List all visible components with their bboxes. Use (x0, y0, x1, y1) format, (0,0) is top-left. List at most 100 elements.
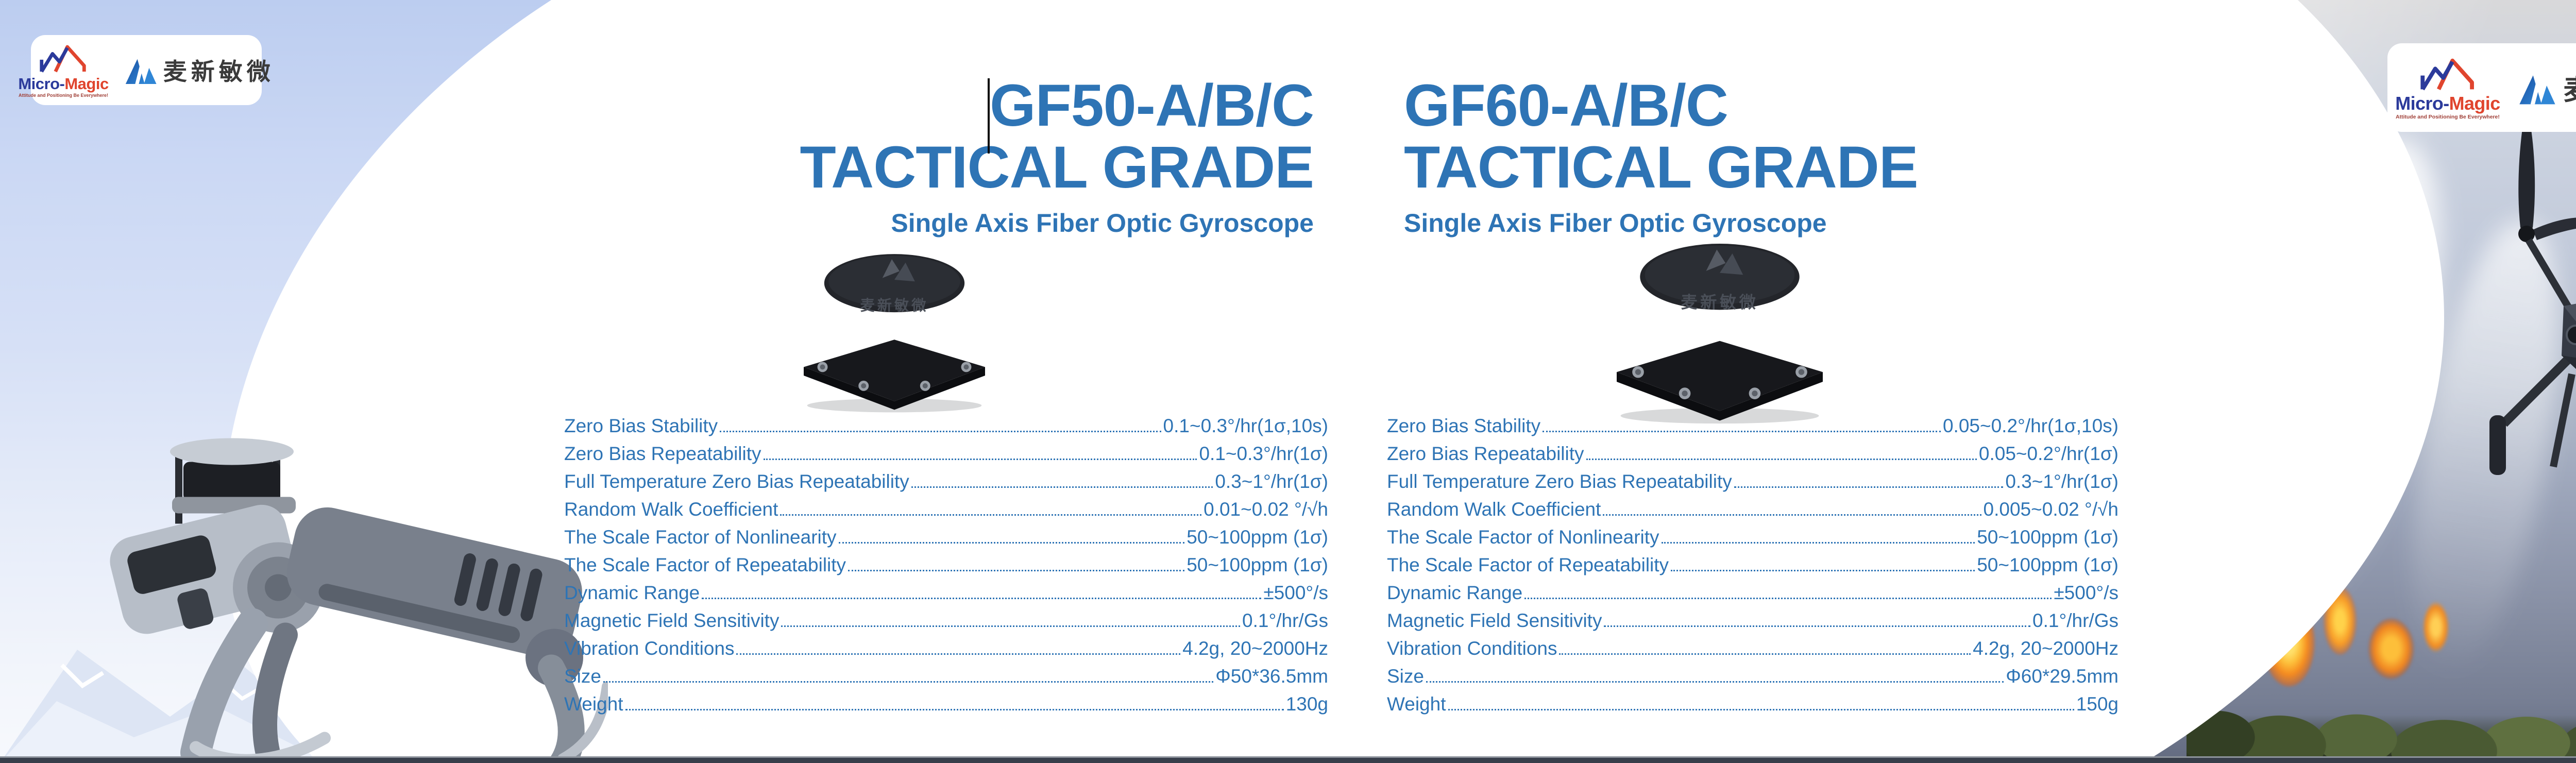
dotted-leader (1604, 625, 2031, 627)
gf60-spec-row[interactable]: Weight 150g (1387, 693, 2119, 721)
gf60-spec-label: Random Walk Coefficient (1387, 499, 1601, 520)
gf50-title-block[interactable]: GF50-A/B/C TACTICAL GRADE Single Axis Fi… (644, 75, 1314, 236)
gf50-spec-label: Weight (564, 693, 623, 715)
gf60-model-title[interactable]: GF60-A/B/C (1404, 73, 1728, 139)
gf50-spec-label: Full Temperature Zero Bias Repeatability (564, 471, 909, 492)
gf60-spec-value: 150g (2076, 693, 2119, 715)
gf50-spec-row[interactable]: Vibration Conditions 4.2g, 20~2000Hz (564, 638, 1328, 666)
gf50-spec-row[interactable]: Dynamic Range ±500°/s (564, 582, 1328, 610)
gf50-product-image[interactable] (778, 232, 1011, 413)
gf60-spec-row[interactable]: Vibration Conditions 4.2g, 20~2000Hz (1387, 638, 2119, 666)
gf50-model-title[interactable]: GF50-A/B/C (990, 73, 1314, 139)
gf50-spec-row[interactable]: Full Temperature Zero Bias Repeatability… (564, 471, 1328, 499)
gf60-spec-value: 0.1°/hr/Gs (2032, 610, 2119, 631)
gf60-spec-row[interactable]: Dynamic Range ±500°/s (1387, 582, 2119, 610)
dotted-leader (838, 542, 1185, 544)
text-caret (988, 78, 990, 154)
gf50-spec-list[interactable]: Zero Bias Stability 0.1~0.3°/hr(1σ,10s) Ze… (564, 415, 1328, 721)
gf60-spec-row[interactable]: Random Walk Coefficient 0.005~0.02 °/√h (1387, 499, 2119, 527)
dotted-leader (736, 653, 1181, 655)
cn-brand-logo: 麦新敏微 (2518, 68, 2576, 108)
gf50-spec-label: Magnetic Field Sensitivity (564, 610, 779, 631)
gf50-spec-value: 0.01~0.02 °/√h (1204, 499, 1328, 520)
gf50-spec-row[interactable]: Zero Bias Repeatability 0.1~0.3°/hr(1σ) (564, 443, 1328, 471)
dotted-leader (1543, 431, 1941, 432)
dotted-leader (1586, 459, 1977, 460)
gf50-spec-label: The Scale Factor of Nonlinearity (564, 527, 837, 548)
gf60-spec-row[interactable]: Size Φ60*29.5mm (1387, 666, 2119, 693)
gf60-spec-label: Weight (1387, 693, 1446, 715)
gf60-grade-title[interactable]: TACTICAL GRADE (1404, 134, 1919, 200)
gf60-spec-row[interactable]: Zero Bias Stability 0.05~0.2°/hr(1σ,10s) (1387, 415, 2119, 443)
gf50-spec-label: Zero Bias Repeatability (564, 443, 761, 464)
gf60-spec-label: Zero Bias Repeatability (1387, 443, 1584, 464)
brand-badge-top-left: Micro-Magic Attitude and Positioning Be … (18, 35, 270, 105)
dotted-leader (625, 709, 1284, 710)
dotted-leader (1671, 570, 1975, 571)
cn-brand-triangle-icon (125, 59, 157, 84)
gf60-title-block[interactable]: GF60-A/B/C TACTICAL GRADE Single Axis Fi… (1404, 75, 2177, 236)
dotted-leader (1559, 653, 1971, 655)
gf50-spec-value: 4.2g, 20~2000Hz (1182, 638, 1328, 659)
gf50-spec-row[interactable]: Size Φ50*36.5mm (564, 666, 1328, 693)
dotted-leader (1734, 486, 2004, 488)
gf50-spec-label: Vibration Conditions (564, 638, 735, 659)
gf50-spec-row[interactable]: The Scale Factor of Nonlinearity 50~100pp… (564, 527, 1328, 554)
dotted-leader (781, 625, 1241, 627)
cn-brand-wordmark: 麦新敏微 (2564, 68, 2576, 108)
gf60-subtitle[interactable]: Single Axis Fiber Optic Gyroscope (1404, 209, 1827, 238)
gf50-spec-value: 0.1~0.3°/hr(1σ,10s) (1163, 415, 1328, 436)
gf60-spec-value: 50~100ppm (1σ) (1977, 527, 2119, 548)
gf60-spec-label: Vibration Conditions (1387, 638, 1557, 659)
gf60-spec-row[interactable]: Full Temperature Zero Bias Repeatability… (1387, 471, 2119, 499)
dotted-leader (780, 514, 1202, 516)
gf50-spec-row[interactable]: Weight 130g (564, 693, 1328, 721)
gf60-spec-value: 0.05~0.2°/hr(1σ,10s) (1942, 415, 2119, 436)
dotted-leader (702, 598, 1262, 599)
gf50-spec-value: ±500°/s (1263, 582, 1328, 603)
gf50-grade-title[interactable]: TACTICAL GRADE (800, 134, 1314, 200)
gf50-spec-row[interactable]: Magnetic Field Sensitivity 0.1°/hr/Gs (564, 610, 1328, 638)
cn-brand-logo: 麦新敏微 (124, 53, 275, 87)
gf60-spec-value: ±500°/s (2054, 582, 2119, 603)
gf60-spec-value: 0.005~0.02 °/√h (1983, 499, 2119, 520)
micro-magic-word-blue: Micro- (2395, 92, 2450, 114)
gf60-product-image[interactable] (1587, 218, 1853, 425)
micro-magic-word-red: Magic (64, 74, 109, 93)
gf60-spec-value: 0.3~1°/hr(1σ) (2005, 471, 2119, 492)
gf60-spec-label: The Scale Factor of Nonlinearity (1387, 527, 1659, 548)
robot-dog-image (110, 438, 608, 763)
micro-magic-mountain-icon (2420, 58, 2474, 90)
gf60-spec-label: Full Temperature Zero Bias Repeatability (1387, 471, 1732, 492)
gf50-subtitle[interactable]: Single Axis Fiber Optic Gyroscope (891, 209, 1314, 238)
gf60-spec-label: Dynamic Range (1387, 582, 1523, 603)
gf50-spec-row[interactable]: Zero Bias Stability 0.1~0.3°/hr(1σ,10s) (564, 415, 1328, 443)
gf50-spec-value: 50~100ppm (1σ) (1187, 527, 1328, 548)
gf60-spec-value: Φ60*29.5mm (2006, 666, 2119, 687)
gf60-spec-value: 4.2g, 20~2000Hz (1973, 638, 2119, 659)
gf50-spec-label: Zero Bias Stability (564, 415, 718, 436)
gf60-spec-row[interactable]: The Scale Factor of Nonlinearity 50~100pp… (1387, 527, 2119, 554)
micro-magic-wordmark: Micro-Magic (18, 74, 109, 93)
micro-magic-logo: Micro-Magic Attitude and Positioning Be … (18, 43, 109, 98)
micro-magic-tagline: Attitude and Positioning Be Everywhere! (18, 92, 109, 98)
gf60-spec-value: 50~100ppm (1σ) (1977, 554, 2119, 575)
gf50-spec-row[interactable]: The Scale Factor of Repeatability 50~100p… (564, 554, 1328, 582)
micro-magic-mountain-icon (40, 45, 86, 73)
gf60-spec-row[interactable]: Magnetic Field Sensitivity 0.1°/hr/Gs (1387, 610, 2119, 638)
gf50-spec-value: 0.3~1°/hr(1σ) (1215, 471, 1328, 492)
micro-magic-word-red: Magic (2449, 92, 2501, 114)
gf60-spec-list[interactable]: Zero Bias Stability 0.05~0.2°/hr(1σ,10s) Z… (1387, 415, 2119, 721)
dotted-leader (1603, 514, 1981, 516)
dotted-leader (848, 570, 1185, 571)
gf50-spec-row[interactable]: Random Walk Coefficient 0.01~0.02 °/√h (564, 499, 1328, 527)
micro-magic-wordmark: Micro-Magic (2395, 92, 2501, 114)
gf60-spec-row[interactable]: Zero Bias Repeatability 0.05~0.2°/hr(1σ) (1387, 443, 2119, 471)
micro-magic-word-blue: Micro- (18, 74, 65, 93)
gf50-spec-value: 0.1~0.3°/hr(1σ) (1199, 443, 1328, 464)
gf50-spec-label: The Scale Factor of Repeatability (564, 554, 846, 575)
gf60-spec-row[interactable]: The Scale Factor of Repeatability 50~100p… (1387, 554, 2119, 582)
dotted-leader (1524, 598, 2052, 599)
